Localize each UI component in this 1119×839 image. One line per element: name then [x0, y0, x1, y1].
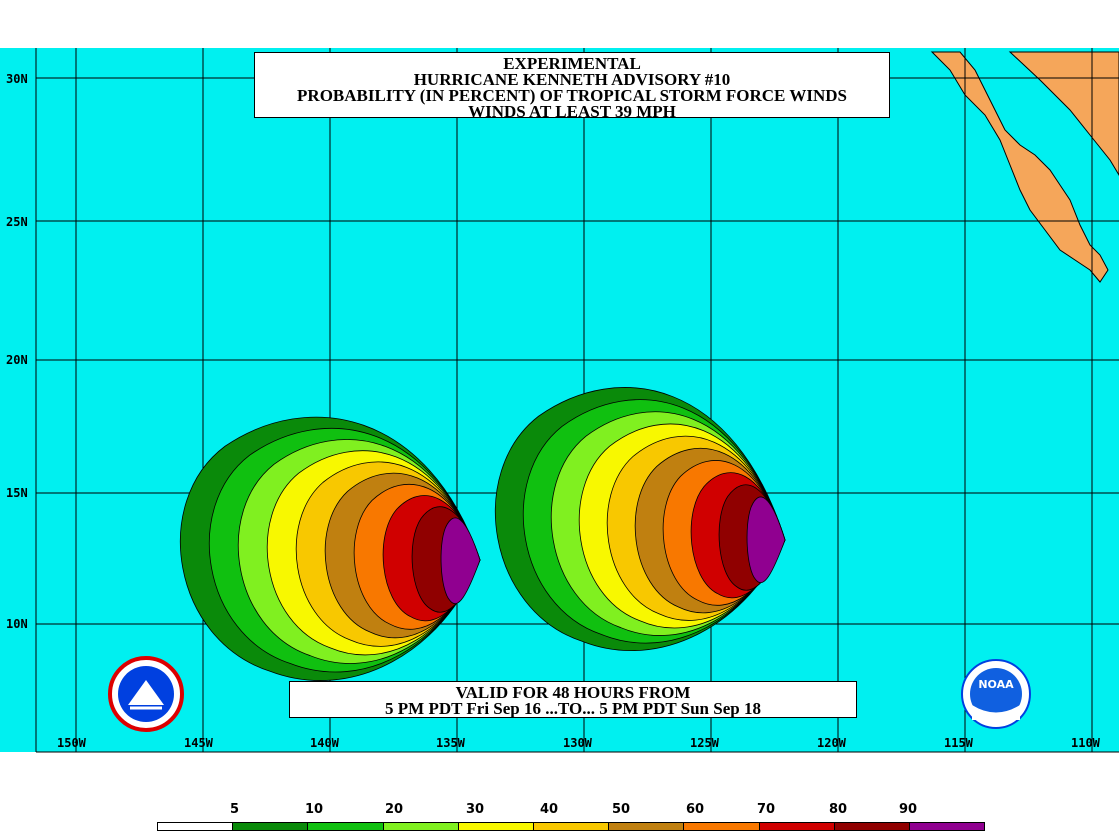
contour-band-90 [440, 517, 481, 604]
lat-label-30n: 30N [6, 72, 28, 86]
legend-swatch [458, 823, 534, 830]
lon-label-140w: 140W [310, 736, 339, 750]
storm-contours-east [495, 387, 786, 651]
lat-label-15n: 15N [6, 486, 28, 500]
svg-text:NOAA: NOAA [978, 678, 1014, 691]
storm-contours-west [180, 416, 481, 681]
lon-label-145w: 145W [184, 736, 213, 750]
lat-label-25n: 25N [6, 215, 28, 229]
legend-label-10: 10 [305, 802, 324, 817]
legend-swatch [383, 823, 459, 830]
title-line-2: HURRICANE KENNETH ADVISORY #10 [413, 70, 731, 89]
legend-label-20: 20 [385, 802, 404, 817]
legend-label-90: 90 [899, 802, 918, 817]
legend-label-30: 30 [466, 802, 485, 817]
title-line-4: WINDS AT LEAST 39 MPH [468, 102, 676, 121]
valid-line-2: 5 PM PDT Fri Sep 16 ...TO... 5 PM PDT Su… [385, 699, 761, 718]
legend-swatch [909, 823, 985, 830]
legend-color-bar [157, 822, 985, 831]
legend-swatch [158, 823, 234, 830]
legend-label-60: 60 [686, 802, 705, 817]
legend-swatch [684, 823, 760, 830]
legend-swatch [533, 823, 610, 830]
lon-label-125w: 125W [690, 736, 719, 750]
lon-label-135w: 135W [436, 736, 465, 750]
legend-swatch [759, 823, 835, 830]
legend-swatch [233, 823, 309, 830]
title-line-1: EXPERIMENTAL [503, 54, 641, 73]
lon-label-110w: 110W [1071, 736, 1100, 750]
legend-label-80: 80 [829, 802, 848, 817]
valid-line-1: VALID FOR 48 HOURS FROM [455, 683, 691, 702]
probability-contours [180, 387, 786, 681]
lon-label-120w: 120W [817, 736, 846, 750]
lon-label-130w: 130W [563, 736, 592, 750]
legend-swatch [609, 823, 685, 830]
legend-swatch [308, 823, 384, 830]
valid-period: VALID FOR 48 HOURS FROM 5 PM PDT Fri Sep… [289, 681, 857, 718]
noaa-logo-icon: NOAA [961, 659, 1031, 729]
legend-label-40: 40 [540, 802, 559, 817]
lat-label-20n: 20N [6, 353, 28, 367]
legend-swatch [834, 823, 910, 830]
lon-label-150w: 150W [57, 736, 86, 750]
lon-label-115w: 115W [944, 736, 973, 750]
lat-label-10n: 10N [6, 617, 28, 631]
contour-band-90 [746, 496, 786, 584]
map-title: EXPERIMENTAL HURRICANE KENNETH ADVISORY … [254, 52, 890, 121]
legend-label-50: 50 [612, 802, 631, 817]
ocean [0, 48, 1119, 752]
legend-label-70: 70 [757, 802, 776, 817]
nws-logo-icon [108, 656, 184, 732]
legend-label-5: 5 [230, 802, 240, 817]
title-line-3: PROBABILITY (IN PERCENT) OF TROPICAL STO… [297, 86, 847, 105]
